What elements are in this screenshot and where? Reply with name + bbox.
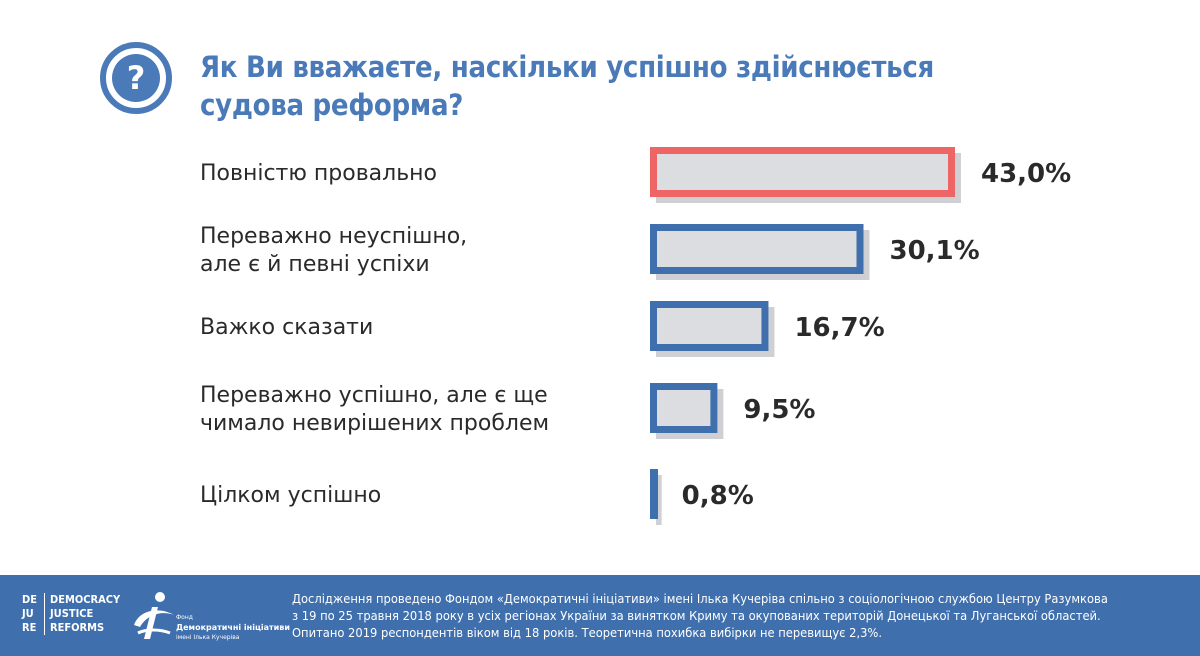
category-label-5: Цілком успішно [200, 483, 381, 508]
question-mark: ? [112, 54, 160, 102]
foundation-logo: Фонд Демократичні ініціативи імені Ілька… [130, 589, 290, 645]
category-label-4: Переважно успішно, але є ще чимало невирі… [200, 383, 549, 436]
question-icon: ? [100, 42, 172, 114]
category-label-4-line-1: Переважно успішно, але є ще [200, 383, 548, 408]
chart-title-line-2: судова реформа? [200, 88, 464, 122]
category-label-2-line-1: Переважно неуспішно, [200, 224, 467, 249]
value-label-5: 0,8% [682, 481, 754, 511]
foundation-logo-icon [134, 592, 174, 639]
bar-2 [650, 224, 864, 274]
bar-chart: 43,0% Повністю провально 30,1% Переважно не… [200, 147, 1071, 525]
survey-note-line-2: з 19 по 25 травня 2018 року в усіх регіо… [292, 609, 1101, 624]
value-label-2: 30,1% [890, 236, 980, 266]
category-label-2-line-2: але є й певні успіхи [200, 252, 430, 277]
category-label-1-line-1: Повністю провально [200, 161, 437, 186]
survey-note-line-3: Опитано 2019 респондентів віком від 18 р… [292, 626, 883, 641]
footer: DE JU RE DEMOCRACY JUSTICE REFORMS Фонд … [0, 575, 1200, 656]
djr-logo-full: DEMOCRACY JUSTICE REFORMS [50, 593, 121, 634]
category-label-4-line-2: чимало невирішених проблем [200, 411, 549, 436]
survey-note-line-1: Дослідження проведено Фондом «Демократич… [292, 592, 1108, 607]
category-label-1: Повністю провально [200, 161, 437, 186]
category-label-5-line-1: Цілком успішно [200, 483, 381, 508]
survey-note: Дослідження проведено Фондом «Демократич… [292, 591, 1192, 642]
foundation-name: Фонд Демократичні ініціативи імені Ілька… [176, 614, 290, 641]
bar-5 [650, 469, 658, 519]
chart-title: Як Ви вважаєте, наскільки успішно здійсн… [200, 48, 1020, 124]
bar-4 [650, 383, 718, 433]
djr-logo-short: DE JU RE [22, 593, 45, 635]
category-label-3-line-1: Важко сказати [200, 315, 373, 340]
category-label-3: Важко сказати [200, 315, 373, 340]
bar-3 [650, 301, 769, 351]
value-label-4: 9,5% [743, 395, 815, 425]
category-label-2: Переважно неуспішно, але є й певні успіхи [200, 224, 467, 277]
bar-shadow-5 [656, 475, 662, 525]
chart-title-line-1: Як Ви вважаєте, наскільки успішно здійсн… [200, 50, 934, 84]
bar-1 [650, 147, 955, 197]
value-label-3: 16,7% [794, 313, 884, 343]
value-label-1: 43,0% [981, 159, 1071, 189]
